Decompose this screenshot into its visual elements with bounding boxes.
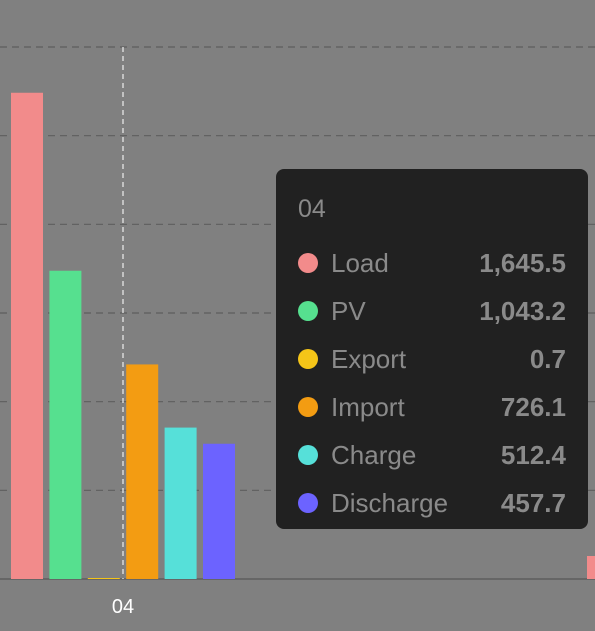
tooltip-row-value: 1,645.5 bbox=[479, 247, 566, 278]
tooltip-row-name: Charge bbox=[331, 439, 417, 470]
bar-charge[interactable] bbox=[164, 427, 197, 579]
bar-export[interactable] bbox=[87, 578, 120, 579]
tooltip-row-discharge: Discharge 457.7 bbox=[298, 479, 566, 527]
tooltip-row-name: Discharge bbox=[331, 487, 449, 518]
tooltip-row-charge: Charge 512.4 bbox=[298, 431, 566, 479]
tooltip-row-export: Export 0.7 bbox=[298, 335, 566, 383]
tooltip-row-name: Load bbox=[331, 247, 389, 278]
tooltip-row-value: 512.4 bbox=[500, 439, 566, 470]
charge-dot-icon bbox=[298, 445, 318, 465]
tooltip-row-name: PV bbox=[331, 295, 366, 326]
tooltip-row-value: 1,043.2 bbox=[479, 295, 566, 326]
pv-dot-icon bbox=[298, 301, 318, 321]
bar-pv[interactable] bbox=[49, 270, 82, 579]
discharge-dot-icon bbox=[298, 493, 318, 513]
bar-import[interactable] bbox=[126, 364, 159, 579]
tooltip-row-name: Import bbox=[331, 391, 405, 422]
bar-load[interactable] bbox=[11, 92, 43, 579]
bar-next-category-partial[interactable] bbox=[587, 556, 595, 579]
tooltip-row-value: 457.7 bbox=[500, 487, 566, 518]
tooltip-row-name: Export bbox=[331, 343, 407, 374]
tooltip-row-import: Import 726.1 bbox=[298, 383, 566, 431]
tooltip-title: 04 bbox=[298, 195, 326, 223]
tooltip-row-value: 726.1 bbox=[500, 391, 566, 422]
bar-discharge[interactable] bbox=[203, 443, 235, 579]
import-dot-icon bbox=[298, 397, 318, 417]
x-tick-label: 04 bbox=[112, 596, 134, 618]
tooltip-row-value: 0.7 bbox=[529, 343, 566, 374]
chart-tooltip: 04 Load 1,645.5 PV 1,043.2 Export 0.7 Im… bbox=[276, 169, 588, 529]
tooltip-row-pv: PV 1,043.2 bbox=[298, 287, 566, 335]
export-dot-icon bbox=[298, 349, 318, 369]
tooltip-row-load: Load 1,645.5 bbox=[298, 239, 566, 287]
bars bbox=[11, 92, 595, 579]
load-dot-icon bbox=[298, 253, 318, 273]
